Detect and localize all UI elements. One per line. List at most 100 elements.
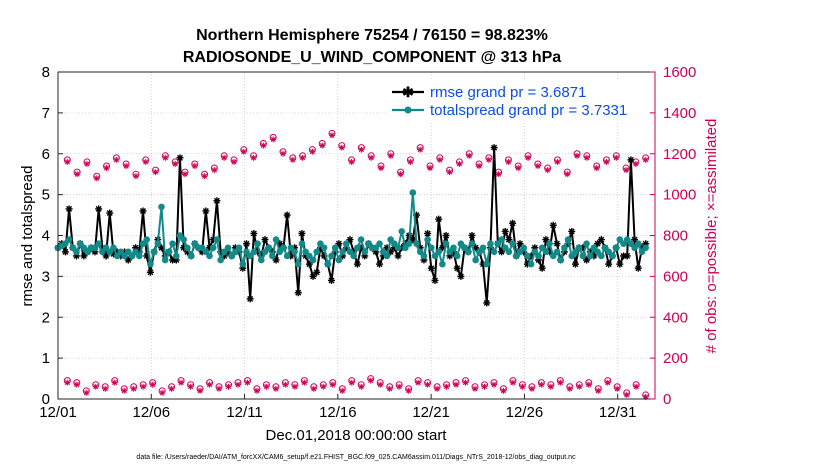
rmse-point (627, 156, 635, 164)
spread-point (583, 240, 590, 247)
rmse-point (453, 264, 461, 272)
spread-point (509, 240, 516, 247)
obs-possible-marker (310, 383, 318, 391)
obs-possible-marker (357, 144, 365, 152)
y-axis-right: 0 200 400 600 800 1000 1200 1400 1600 (650, 64, 696, 408)
obs-possible-marker (556, 377, 564, 385)
spread-point (513, 252, 520, 260)
spread-point (553, 248, 561, 256)
spread-point (594, 248, 601, 256)
obs-possible-marker (318, 140, 326, 148)
obs-possible-marker (152, 166, 160, 174)
spread-point (176, 232, 184, 239)
obs-possible-marker (139, 381, 147, 389)
spread-point (84, 248, 91, 256)
x-tick-label: 12/31 (599, 404, 637, 421)
spread-point (117, 248, 125, 256)
obs-possible-marker (612, 152, 620, 160)
y-right-tick-label: 800 (663, 228, 688, 245)
obs-possible-marker (485, 154, 493, 162)
spread-point (372, 244, 380, 252)
y-left-tick-label: 4 (42, 228, 50, 245)
obs-possible-marker (181, 168, 189, 176)
spread-point (346, 248, 354, 256)
obs-possible-marker (376, 379, 384, 387)
x-axis-label: Dec.01,2018 00:00:00 start (266, 427, 448, 444)
obs-possible-marker (291, 381, 299, 389)
spread-point (187, 252, 195, 260)
data-file-footnote: data file: /Users/raeder/DAI/ATM_forcXX/… (136, 454, 576, 461)
rmse-point (623, 252, 631, 260)
rmse-point (176, 154, 184, 162)
spread-point (280, 244, 287, 252)
obs-assimilated-marker (92, 383, 99, 390)
obs-possible-marker (122, 160, 130, 168)
spread-point (265, 244, 272, 252)
rmse-point (65, 205, 73, 213)
obs-possible-marker (328, 129, 336, 137)
obs-possible-marker (424, 379, 432, 387)
obs-possible-marker (187, 381, 195, 389)
obs-possible-marker (446, 166, 454, 174)
rmse-point (605, 260, 613, 268)
obs-possible-marker (367, 152, 375, 160)
spread-point (424, 236, 431, 243)
rmse-point (442, 232, 450, 239)
rmse-point (483, 299, 491, 307)
spread-point (387, 236, 394, 243)
spread-point (409, 189, 417, 196)
spread-point (612, 244, 620, 252)
spread-point (320, 244, 328, 252)
rmse-point (394, 252, 402, 260)
obs-possible-marker (632, 381, 640, 389)
obs-possible-marker (455, 158, 463, 166)
obs-possible-marker (405, 385, 413, 393)
spread-point (257, 256, 265, 264)
obs-possible-marker (553, 156, 561, 164)
spread-point (490, 248, 498, 256)
rmse-point (95, 205, 103, 213)
rmse-point (634, 264, 642, 272)
obs-possible-marker (269, 133, 277, 141)
rmse-point (468, 232, 476, 239)
spread-point (546, 240, 553, 247)
obs-possible-marker (279, 148, 287, 156)
obs-possible-marker (528, 383, 536, 391)
spread-point (398, 228, 406, 235)
obs-possible-marker (177, 377, 185, 385)
spread-point (239, 260, 247, 268)
y-right-tick-label: 1600 (663, 64, 696, 81)
rmse-point (213, 197, 221, 205)
rmse-point (457, 272, 465, 280)
spread-point (416, 248, 424, 256)
obs-possible-marker (613, 383, 621, 391)
spread-point (620, 240, 627, 247)
obs-possible-marker (622, 164, 630, 172)
legend-rmse-label: rmse grand pr = 3.6871 (430, 84, 586, 101)
obs-possible-marker (452, 379, 460, 387)
spread-point (549, 252, 557, 260)
spread-point (324, 260, 332, 268)
spread-point (575, 244, 583, 252)
spread-point (435, 248, 442, 256)
spread-point (206, 252, 213, 260)
obs-possible-marker (544, 164, 552, 172)
spread-point (235, 244, 243, 252)
rmse-point (597, 236, 605, 244)
obs-possible-marker (142, 156, 150, 164)
spread-point (124, 248, 132, 256)
spread-point (605, 248, 613, 256)
spread-point (479, 244, 487, 252)
obs-possible-marker (210, 164, 218, 172)
x-tick-label: 12/21 (412, 404, 450, 421)
legend-spread-marker (404, 106, 412, 114)
rmse-point (424, 229, 432, 237)
obs-possible-marker (504, 156, 512, 164)
rmse-point (490, 144, 498, 152)
y-right-tick-label: 1200 (663, 146, 696, 163)
spread-point (331, 244, 339, 252)
spread-point (531, 248, 539, 256)
y-left-tick-label: 8 (42, 64, 50, 81)
obs-possible-marker (253, 385, 261, 393)
rmse-point (305, 260, 313, 268)
